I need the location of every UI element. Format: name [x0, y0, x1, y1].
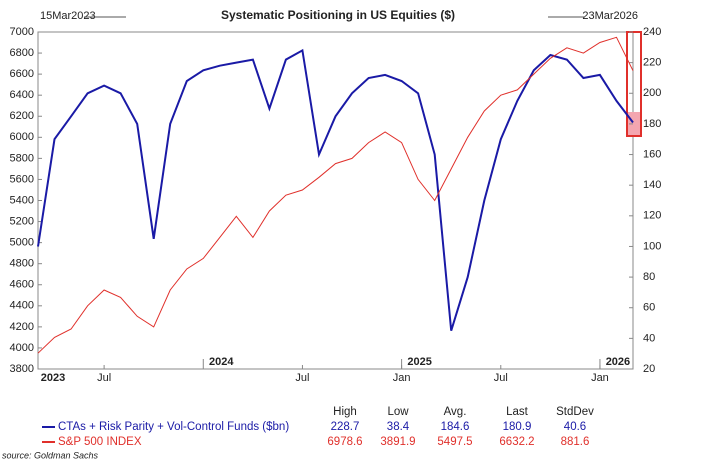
source: source: Goldman Sachs: [2, 450, 99, 460]
end-label: 23Mar2026: [582, 10, 638, 22]
y-tick-label: 4200: [10, 321, 34, 333]
y2-tick-label: 40: [643, 332, 655, 344]
year-label: 2026: [606, 356, 630, 368]
y2-tick-label: 60: [643, 302, 655, 314]
y-tick-label: 5800: [10, 152, 34, 164]
stat-value: 6632.2: [499, 436, 534, 448]
stat-value: 180.9: [503, 421, 532, 433]
x-tick-label: Jul: [494, 372, 508, 384]
plot-frame: [37, 31, 634, 370]
y2-tick-label: 160: [643, 148, 661, 160]
y2-tick-label: 180: [643, 118, 661, 130]
y2-tick-label: 80: [643, 271, 655, 283]
stat-value: 881.6: [561, 436, 590, 448]
stat-value: 5497.5: [437, 436, 472, 448]
x-tick-label: Jul: [97, 372, 111, 384]
x-tick-label: Jul: [295, 372, 309, 384]
y-tick-label: 7000: [10, 26, 34, 38]
y2-tick-label: 100: [643, 240, 661, 252]
y-tick-label: 6600: [10, 68, 34, 80]
y-tick-label: 3800: [10, 363, 34, 375]
y-tick-label: 5000: [10, 237, 34, 249]
series-line: [37, 48, 634, 331]
stat-header: Last: [506, 406, 529, 418]
y-tick-label: 6200: [10, 110, 34, 122]
y-tick-label: 6400: [10, 89, 34, 101]
stat-value: 6978.6: [327, 436, 362, 448]
start-label: 15Mar2023: [40, 10, 96, 22]
y-tick-label: 4000: [10, 342, 34, 354]
stat-value: 40.6: [564, 421, 586, 433]
legend-label: CTAs + Risk Parity + Vol-Control Funds (…: [58, 421, 289, 433]
year-label: 2024: [209, 356, 234, 368]
y2-tick-label: 120: [643, 210, 661, 222]
x-tick-label: Jan: [591, 372, 609, 384]
y2-tick-label: 240: [643, 26, 661, 38]
y-tick-label: 5200: [10, 215, 34, 227]
y-tick-label: 4800: [10, 258, 34, 270]
y-tick-label: 6800: [10, 47, 34, 59]
x-tick-label: Jan: [393, 372, 411, 384]
stat-value: 38.4: [387, 421, 410, 433]
stat-value: 3891.9: [380, 436, 415, 448]
y2-tick-label: 20: [643, 363, 655, 375]
y2-tick-label: 140: [643, 179, 661, 191]
highlight-box: [626, 31, 642, 137]
legend-label: S&P 500 INDEX: [58, 436, 142, 448]
y-tick-label: 5400: [10, 194, 34, 206]
stat-header: High: [333, 406, 357, 418]
stat-header: StdDev: [556, 406, 594, 418]
y-tick-label: 4600: [10, 279, 34, 291]
x-tick-label: 2023: [41, 372, 65, 384]
y-tick-label: 4400: [10, 300, 34, 312]
chart-title: Systematic Positioning in US Equities ($…: [221, 8, 455, 22]
stat-value: 228.7: [331, 421, 360, 433]
series-line: [37, 36, 634, 354]
year-label: 2025: [407, 356, 431, 368]
y2-tick-label: 220: [643, 57, 661, 69]
stat-header: Low: [387, 406, 409, 418]
y-tick-label: 5600: [10, 173, 34, 185]
y2-tick-label: 200: [643, 87, 661, 99]
stat-value: 184.6: [441, 421, 470, 433]
stat-header: Avg.: [444, 406, 467, 418]
y-tick-label: 6000: [10, 131, 34, 143]
